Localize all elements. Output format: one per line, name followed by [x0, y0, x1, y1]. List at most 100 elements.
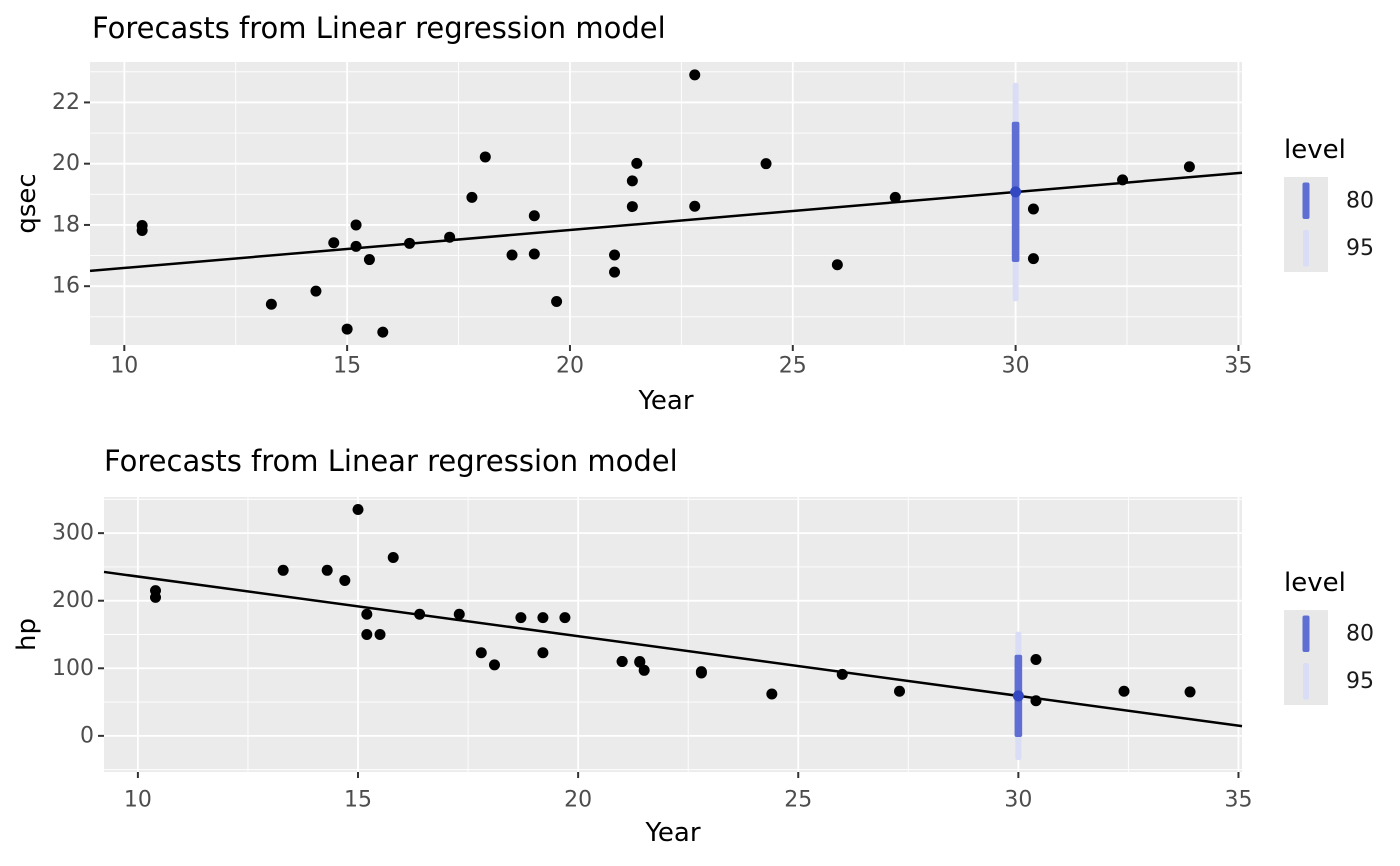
x-tick-label: 20: [556, 354, 584, 379]
y-tick-label: 100: [52, 656, 94, 681]
data-point: [377, 326, 389, 338]
data-point: [310, 285, 322, 297]
forecast-mean-point: [1012, 690, 1024, 702]
data-point: [321, 564, 333, 576]
data-point: [414, 608, 426, 620]
data-point: [626, 175, 638, 187]
data-point: [277, 564, 289, 576]
y-tick-label: 20: [52, 151, 80, 176]
y-tick-label: 18: [52, 212, 80, 237]
legend-title: level: [1284, 568, 1346, 598]
data-point: [350, 219, 362, 231]
data-point: [339, 574, 351, 586]
data-point: [609, 266, 621, 278]
data-point: [551, 296, 563, 308]
legend-key-bar-80: [1302, 182, 1310, 219]
data-point: [760, 158, 772, 170]
data-point: [361, 629, 373, 640]
data-point: [453, 608, 465, 620]
y-tick-label: 200: [52, 588, 94, 613]
x-tick-label: 35: [1224, 788, 1252, 813]
data-point: [1183, 161, 1195, 173]
chart-title-hp: Forecasts from Linear regression model: [104, 444, 678, 478]
data-point: [150, 585, 162, 597]
data-point: [444, 231, 456, 243]
data-point: [1030, 695, 1042, 707]
y-tick-label: 300: [52, 521, 94, 546]
data-point: [1027, 203, 1039, 215]
data-point: [631, 157, 643, 169]
forecast-mean-point: [1010, 186, 1022, 198]
legend-label: 80: [1346, 188, 1374, 213]
data-point: [506, 249, 518, 261]
data-point: [634, 656, 646, 668]
qsec-chart: 10 15 20 25 30 35 16 18 20 22 Year qsec level 80 95: [12, 62, 1374, 416]
data-point: [537, 612, 549, 624]
data-point: [488, 659, 500, 671]
data-point: [475, 647, 487, 659]
data-point: [136, 224, 148, 236]
data-point: [1184, 686, 1196, 698]
x-tick-label: 10: [110, 354, 138, 379]
hp-chart: 10 15 20 25 30 35 0 100 200 300 Year hp level 80 95: [0, 433, 1400, 866]
legend-label: 95: [1346, 236, 1374, 261]
data-point: [1117, 174, 1129, 186]
y-tick-label: 0: [80, 723, 94, 748]
y-axis-title: hp: [12, 618, 42, 651]
x-tick-label: 30: [1002, 354, 1030, 379]
data-point: [404, 237, 416, 249]
data-point: [831, 259, 843, 271]
legend-label: 95: [1346, 669, 1374, 694]
x-tick-label: 25: [779, 354, 807, 379]
data-point: [626, 201, 638, 213]
data-point: [528, 248, 540, 260]
data-point: [559, 612, 571, 624]
data-point: [265, 298, 277, 310]
data-point: [466, 191, 478, 203]
data-point: [695, 666, 707, 678]
data-point: [1027, 253, 1039, 265]
x-tick-label: 15: [333, 354, 361, 379]
chart-title-qsec: Forecasts from Linear regression model: [92, 11, 666, 45]
y-tick-label: 22: [52, 90, 80, 115]
data-point: [328, 237, 340, 249]
x-tick-label: 15: [344, 788, 372, 813]
data-point: [689, 69, 701, 81]
y-tick-label: 16: [52, 274, 80, 299]
data-point: [689, 200, 701, 212]
legend-key-bar-80: [1302, 615, 1310, 652]
data-point: [537, 647, 549, 659]
y-axis-title: qsec: [12, 173, 42, 233]
x-tick-label: 35: [1224, 354, 1252, 379]
data-point: [515, 612, 527, 624]
data-point: [350, 240, 362, 252]
data-point: [1118, 685, 1130, 697]
legend-key-bar-95: [1303, 230, 1309, 267]
legend-title: level: [1284, 135, 1346, 165]
x-axis-title: Year: [644, 818, 700, 848]
data-point: [361, 608, 373, 620]
data-point: [616, 656, 628, 668]
legend-label: 80: [1346, 621, 1374, 646]
x-tick-label: 25: [784, 788, 812, 813]
data-point: [352, 504, 364, 515]
data-point: [374, 629, 386, 640]
x-axis-title: Year: [637, 386, 693, 416]
data-point: [479, 151, 491, 163]
data-point: [1030, 654, 1042, 665]
data-point: [638, 664, 650, 676]
data-point: [363, 254, 375, 266]
legend-key-bar-95: [1303, 663, 1309, 700]
data-point: [528, 210, 540, 222]
data-point: [766, 688, 778, 700]
data-point: [893, 685, 905, 697]
x-tick-label: 30: [1004, 788, 1032, 813]
data-point: [889, 191, 901, 203]
data-point: [387, 551, 399, 563]
regression-line: [89, 171, 1243, 273]
x-tick-label: 20: [564, 788, 592, 813]
data-point: [341, 323, 353, 335]
